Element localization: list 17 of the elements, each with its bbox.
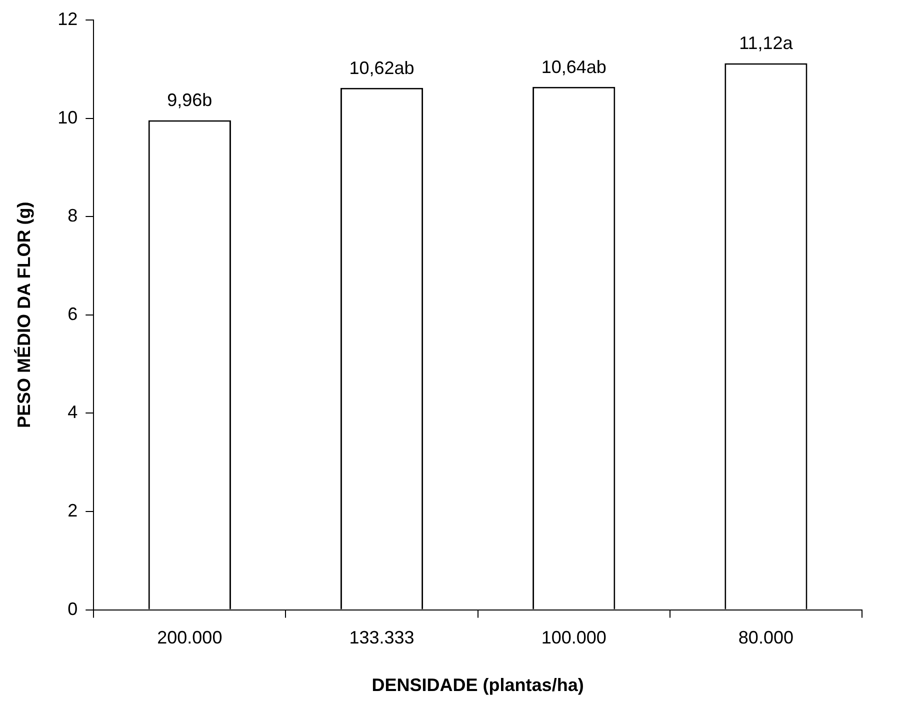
x-tick-label: 133.333 bbox=[349, 628, 414, 648]
data-label: 10,62ab bbox=[349, 58, 414, 78]
y-tick-label: 4 bbox=[68, 402, 78, 422]
y-tick-label: 10 bbox=[58, 107, 78, 128]
y-tick-label: 2 bbox=[68, 500, 78, 520]
x-tick-label: 100.000 bbox=[541, 628, 606, 648]
y-tick-label: 6 bbox=[68, 304, 78, 324]
y-tick-label: 12 bbox=[58, 8, 78, 29]
x-tick-label: 200.000 bbox=[157, 628, 222, 648]
data-label: 10,64ab bbox=[541, 56, 606, 77]
data-label: 9,96b bbox=[167, 90, 212, 110]
y-tick-label: 0 bbox=[68, 598, 78, 619]
data-label: 11,12a bbox=[739, 33, 794, 54]
x-tick-label: 80.000 bbox=[738, 628, 794, 648]
x-axis-title: DENSIDADE (plantas/ha) bbox=[372, 675, 584, 696]
y-tick-label: 8 bbox=[68, 206, 78, 226]
y-axis-title: PESO MÉDIO DA FLOR (g) bbox=[14, 202, 34, 428]
